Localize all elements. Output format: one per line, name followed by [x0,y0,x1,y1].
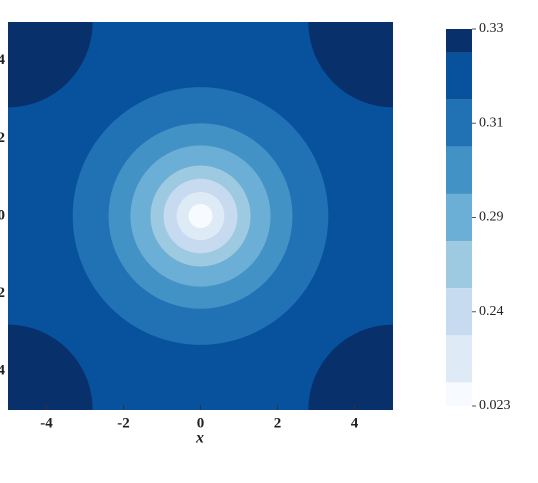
corner-region [308,324,393,410]
colorbar-band [446,52,472,100]
corner-region [8,324,93,410]
colorbar-tick-label: 0.33 [479,21,504,36]
colorbar-band [446,193,472,242]
contour-region [188,203,213,229]
colorbar-band [446,288,472,336]
y-tick-label: -4 [0,363,5,379]
corner-region [308,22,393,108]
x-tick-label: 4 [351,415,359,431]
colorbar-tick-label: 0.31 [479,115,504,130]
colorbar-band [446,29,472,53]
colorbar-tick-label: 0.29 [479,210,504,225]
colorbar-band [446,146,472,194]
colorbar-band [446,382,472,406]
y-tick-label: 2 [0,130,5,146]
x-axis-title: x [195,430,204,447]
plot-area [8,22,393,410]
colorbar-band [446,99,472,147]
colorbar-band [446,335,472,383]
colorbar-band [446,241,472,289]
colorbar-tick-label: 0.24 [479,304,504,319]
colorbar-tick-label: 0.023 [479,398,511,413]
x-tick-label: -4 [40,415,53,431]
corner-region [8,22,93,108]
x-tick-label: -2 [117,415,130,431]
y-tick-label: 0 [0,207,5,223]
y-tick-label: 4 [0,52,6,68]
y-tick-label: -2 [0,285,5,301]
x-tick-label: 0 [197,415,205,431]
x-tick-label: 2 [274,415,282,431]
